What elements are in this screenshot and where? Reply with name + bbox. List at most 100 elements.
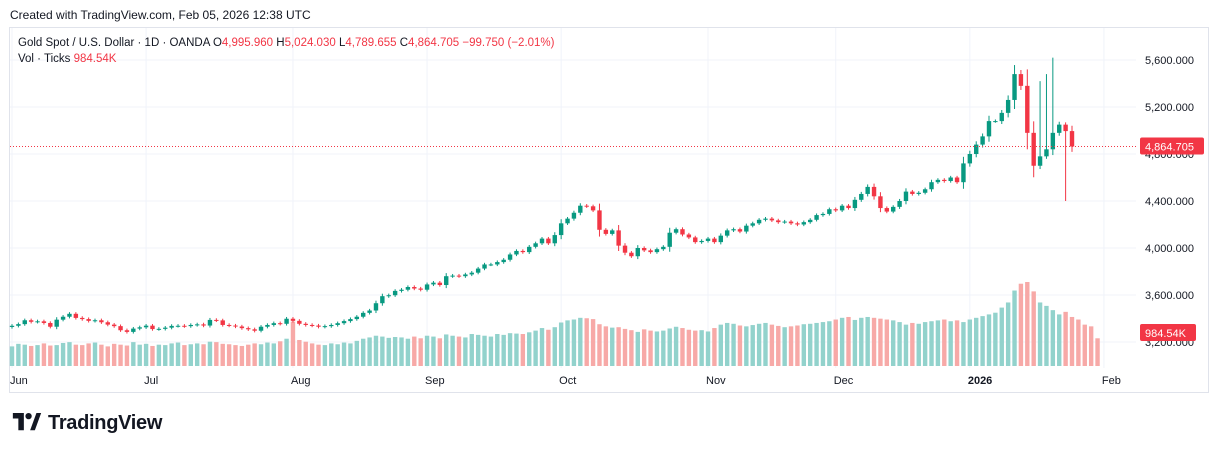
x-tick-label: Jul [144, 375, 158, 387]
legend-row-volume: Vol · Ticks 984.54K [18, 52, 555, 67]
candle [833, 207, 838, 213]
candle-body [667, 232, 672, 247]
candle [903, 188, 909, 205]
volume-bar [629, 330, 634, 366]
candle-body [801, 222, 807, 225]
candle [163, 326, 168, 331]
candle-body [597, 210, 602, 230]
volume-bar [290, 321, 296, 366]
candle [105, 320, 110, 327]
candle-body [1069, 131, 1075, 147]
volume-bar [718, 324, 723, 366]
volume-bar [610, 327, 615, 366]
candle [597, 203, 602, 237]
candle-body [827, 209, 832, 214]
candle [756, 218, 762, 225]
candle-body [1044, 149, 1049, 157]
candle [1031, 121, 1036, 178]
candle [667, 227, 672, 252]
candle-body [418, 288, 423, 290]
candle-body [482, 264, 487, 269]
volume-bar [271, 343, 277, 366]
candle-body [495, 262, 500, 265]
volume-bar [910, 322, 915, 366]
volume-bar [776, 325, 781, 366]
candle [846, 204, 851, 210]
candle-body [635, 248, 640, 257]
volume-bar [737, 325, 743, 366]
candle-body [967, 154, 973, 164]
legend-vol-label[interactable]: Vol · Ticks [18, 53, 71, 65]
legend-symbol[interactable]: Gold Spot / U.S. Dollar · 1D · OANDA [18, 37, 210, 49]
volume-bar [1069, 316, 1075, 366]
candle-body [329, 324, 334, 327]
candle [967, 150, 973, 167]
candle-body [361, 312, 366, 317]
candle [92, 318, 98, 323]
volume-bar [118, 344, 123, 366]
candle [143, 324, 149, 329]
volume-bar [539, 328, 545, 366]
y-tick-label: 4,400.000 [1145, 196, 1194, 208]
candle [214, 318, 219, 323]
volume-bar [871, 317, 877, 366]
candle-body [871, 186, 877, 197]
candle [297, 319, 302, 326]
volume-bar [169, 343, 174, 366]
candle [878, 192, 883, 213]
candles [9, 57, 1075, 334]
volume-bar [380, 336, 385, 366]
candle [16, 322, 21, 328]
volume-bar [399, 337, 404, 366]
volume-bar [284, 338, 289, 366]
candle [73, 312, 79, 320]
candle-body [974, 144, 979, 154]
candle-body [903, 191, 909, 201]
volume-bar [833, 319, 838, 366]
candle-body [610, 230, 615, 234]
candle [271, 321, 277, 327]
candle [475, 266, 481, 275]
candle-body [60, 316, 66, 320]
candle [705, 236, 711, 243]
candle-body [718, 235, 723, 243]
legend-open: 4,995.960 [221, 37, 274, 49]
volume-bar [648, 330, 653, 366]
volume-bar [565, 320, 570, 366]
grid [10, 28, 1136, 368]
volume-bar [1044, 305, 1049, 366]
candle [169, 324, 174, 330]
tradingview-brand[interactable]: TradingView [12, 412, 162, 435]
candle-body [1031, 132, 1036, 166]
volume-bar [105, 346, 110, 366]
candle-body [654, 249, 660, 253]
tradingview-wordmark: TradingView [48, 412, 163, 434]
candle-body [571, 212, 577, 219]
volume-bar [527, 332, 532, 366]
candle [527, 244, 532, 254]
legend-close-label: C [399, 37, 409, 49]
volume-bar [974, 317, 979, 366]
volume-bar [143, 343, 149, 366]
candle [226, 323, 232, 328]
legend: Gold Spot / U.S. Dollar · 1D · OANDA O4,… [18, 36, 555, 67]
y-tick-label: 5,600.000 [1145, 55, 1194, 67]
volume-bar [731, 323, 736, 366]
volume-bar [699, 330, 704, 366]
candle-body [316, 325, 321, 327]
candle [156, 327, 162, 331]
candle [1063, 122, 1068, 201]
candle-body [999, 112, 1004, 122]
candle-body [590, 206, 596, 211]
volume-bar [354, 340, 360, 366]
candle-body [763, 218, 768, 220]
volume-bar [942, 319, 947, 366]
candle [565, 216, 570, 225]
candle [239, 324, 245, 330]
candle-body [954, 177, 960, 183]
candle-body [392, 290, 398, 296]
candle [303, 322, 308, 327]
candle-body [188, 324, 193, 327]
y-tick-label: 4,000.000 [1145, 243, 1194, 255]
